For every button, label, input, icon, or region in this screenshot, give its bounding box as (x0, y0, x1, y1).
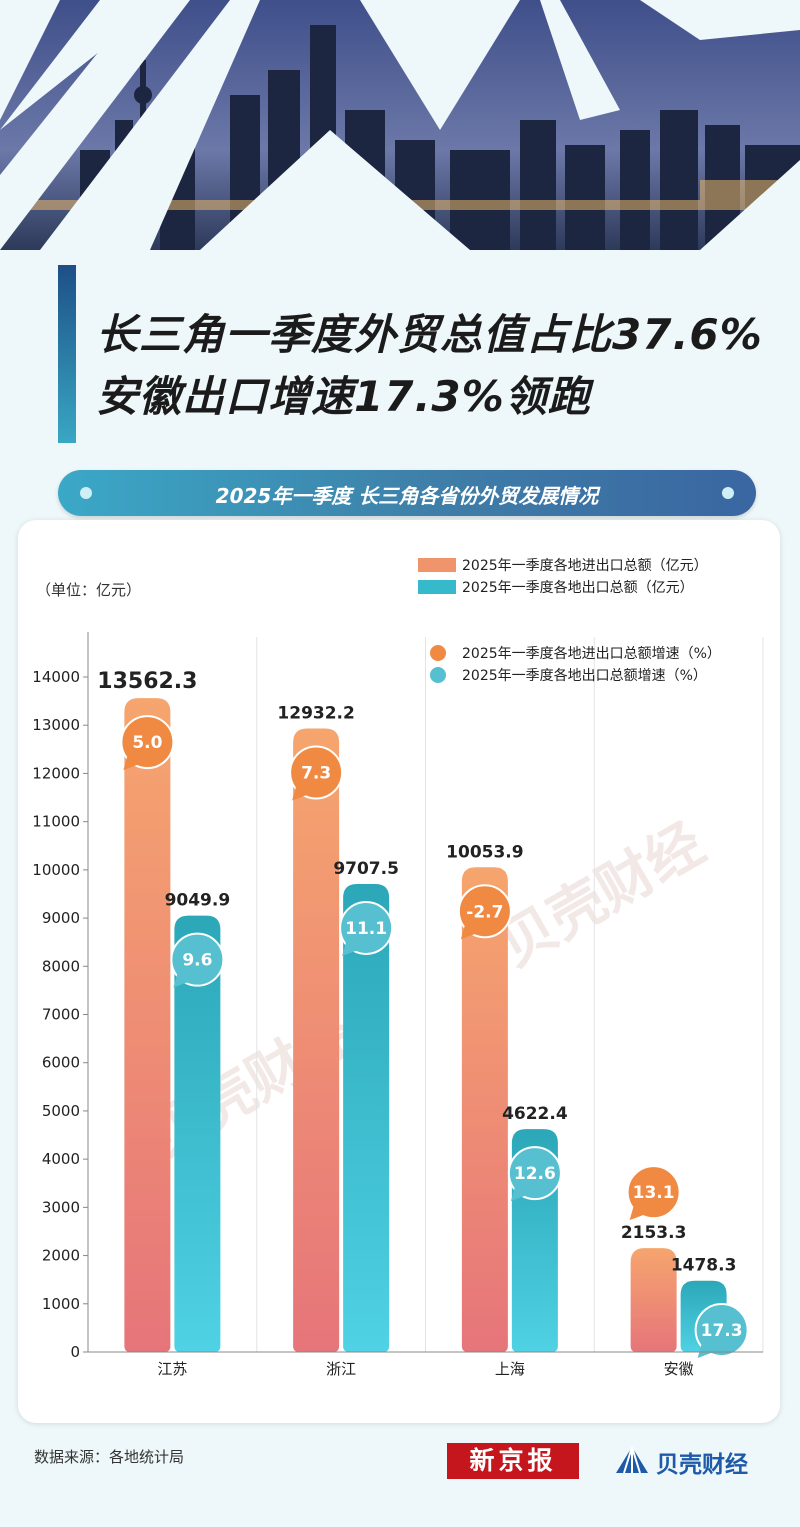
bar-export (174, 915, 221, 1352)
data-value-label: 13562.3 (97, 669, 197, 694)
x-axis: 江苏 浙江 上海 安徽 (88, 1351, 763, 1378)
y-tick-label: 12000 (32, 764, 80, 782)
legend-label: 2025年一季度各地出口总额增速（%） (462, 668, 707, 684)
legend-label: 2025年一季度各地出口总额（亿元） (462, 580, 694, 596)
y-tick-label: 3000 (42, 1198, 80, 1216)
y-tick-label: 2000 (42, 1247, 80, 1265)
growth-bubble-tail (342, 941, 359, 956)
growth-bubble-tail (292, 786, 309, 801)
y-tick-label: 13000 (32, 716, 80, 734)
growth-value-label: 13.1 (633, 1183, 675, 1203)
data-value-label: 9707.5 (333, 859, 399, 879)
legend-swatch (418, 580, 456, 594)
y-tick-label: 14000 (32, 668, 80, 686)
growth-value-label: 9.6 (182, 951, 212, 971)
growth-value-label: -2.7 (466, 902, 503, 922)
page-title-line2: 安徽出口增速17.3%领跑 (96, 372, 591, 421)
y-tick-label: 11000 (32, 813, 80, 831)
growth-bubble-circle (694, 1303, 749, 1357)
growth-bubble: 7.3 (289, 745, 344, 801)
growth-bubble-circle (457, 884, 512, 939)
growth-value-label: 5.0 (132, 733, 162, 753)
bar-import-export (124, 698, 171, 1352)
chart-subtitle: 2025年一季度 长三角各省份外贸发展情况 (215, 484, 599, 508)
growth-value-label: 11.1 (345, 919, 387, 939)
growth-bubble-tail (460, 925, 477, 940)
growth-value-label: 12.6 (514, 1164, 556, 1184)
y-tick-label: 7000 (42, 1006, 80, 1024)
y-axis: 0 1000 2000 3000 4000 5000 6000 7000 8000 9000 100… (32, 632, 89, 1361)
growth-bubble-circle (339, 900, 394, 955)
y-tick-label: 4000 (42, 1150, 80, 1168)
y-tick-label: 1000 (42, 1295, 80, 1313)
y-tick-label: 10000 (32, 861, 80, 879)
growth-bubble: -2.7 (457, 884, 512, 940)
y-tick-label: 9000 (42, 909, 80, 927)
beike-logo-text: 贝壳财经 (656, 1452, 748, 1478)
bars-group: 13562.3 5.0 9049.9 9.6 12932.2 7.3 9707.5 11.1 1… (97, 669, 749, 1358)
growth-value-label: 17.3 (701, 1321, 743, 1341)
bar-export (343, 883, 390, 1352)
chart-grid (256, 637, 764, 1352)
legend: 2025年一季度各地进出口总额（亿元） 2025年一季度各地出口总额（亿元） 202… (418, 558, 721, 684)
data-source: 数据来源：各地统计局 (34, 1448, 185, 1466)
chart-subtitle-banner: 2025年一季度 长三角各省份外贸发展情况 (58, 470, 756, 516)
watermark-text: 贝壳财经 (488, 810, 715, 979)
chart-card: （单位：亿元） 贝壳财经 贝壳财经 0 1000 2000 3000 4000 5000 60… (18, 520, 780, 1423)
data-value-label: 4622.4 (502, 1104, 568, 1124)
growth-bubble-circle (289, 745, 344, 800)
y-tick-label: 0 (70, 1343, 80, 1361)
growth-bubble: 13.1 (626, 1165, 681, 1221)
legend-dot (430, 645, 446, 661)
shell-icon (616, 1446, 648, 1474)
bar-import-export (630, 1248, 677, 1352)
growth-bubble-tail (629, 1206, 646, 1221)
growth-bubble-circle (170, 932, 225, 987)
growth-bubble-tail (123, 756, 140, 771)
growth-bubble-tail (697, 1344, 714, 1358)
growth-bubble: 5.0 (120, 715, 175, 771)
page-title-line1: 长三角一季度外贸总值占比37.6% (96, 310, 763, 359)
legend-swatch (418, 558, 456, 572)
growth-bubble-circle (626, 1165, 681, 1220)
banner-dot-left (80, 487, 92, 499)
growth-bubble: 11.1 (339, 900, 394, 956)
bar-import-export (461, 867, 508, 1352)
growth-bubble-tail (173, 973, 190, 988)
y-tick-label: 5000 (42, 1102, 80, 1120)
growth-bubble: 17.3 (694, 1303, 749, 1358)
y-tick-label: 8000 (42, 957, 80, 975)
data-value-label: 9049.9 (165, 891, 231, 911)
bar-import-export (293, 728, 340, 1352)
y-tick-label: 6000 (42, 1054, 80, 1072)
x-tick-label: 安徽 (664, 1360, 694, 1378)
headline-block: 长三角一季度外贸总值占比37.6% 安徽出口增速17.3%领跑 (58, 265, 778, 445)
beike-logo: 贝壳财经 (612, 1443, 748, 1479)
x-tick-label: 上海 (495, 1360, 525, 1378)
legend-dot (430, 667, 446, 683)
hero-city-image (0, 0, 800, 250)
x-tick-label: 浙江 (326, 1360, 356, 1378)
growth-bubble-circle (120, 715, 175, 770)
data-value-label: 12932.2 (277, 703, 354, 723)
data-value-label: 2153.3 (621, 1223, 687, 1243)
data-value-label: 1478.3 (671, 1256, 737, 1276)
growth-bubble-circle (507, 1146, 562, 1201)
growth-bubble: 9.6 (170, 932, 225, 988)
growth-bubble: 12.6 (507, 1146, 562, 1202)
banner-dot-right (722, 487, 734, 499)
x-tick-label: 江苏 (157, 1360, 187, 1378)
growth-value-label: 7.3 (301, 763, 331, 783)
legend-label: 2025年一季度各地进出口总额增速（%） (462, 646, 721, 662)
data-value-label: 10053.9 (446, 842, 523, 862)
legend-label: 2025年一季度各地进出口总额（亿元） (462, 558, 708, 574)
headline-accent-bar (58, 265, 76, 443)
growth-bubble-tail (510, 1187, 527, 1202)
unit-label: （单位：亿元） (36, 581, 141, 599)
xjb-logo: 新京报 (447, 1443, 579, 1479)
